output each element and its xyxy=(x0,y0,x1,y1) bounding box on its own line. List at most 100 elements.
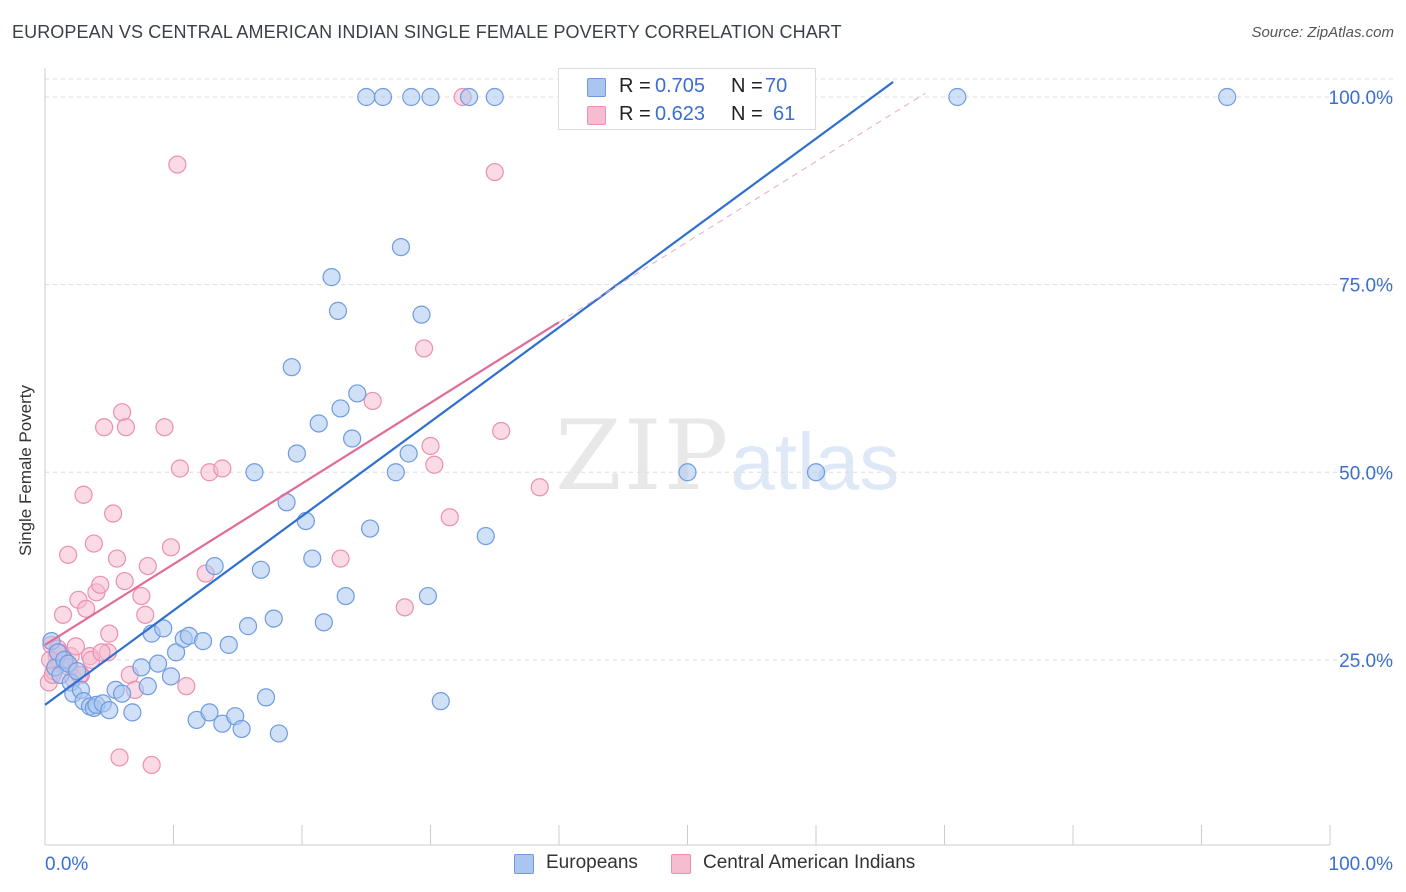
europeans-point xyxy=(343,429,362,448)
legend-row-europeans: R = 0.705 N = 70 xyxy=(559,73,815,101)
europeans-point xyxy=(386,463,405,482)
europeans-legend-label: Europeans xyxy=(546,852,638,873)
europeans-point xyxy=(948,87,967,107)
cai-point xyxy=(116,418,136,437)
europeans-point xyxy=(806,463,826,482)
europeans-point xyxy=(331,399,350,418)
europeans-point xyxy=(1218,87,1237,107)
europeans-point xyxy=(357,87,376,107)
cai-point xyxy=(213,459,232,478)
cai-point xyxy=(142,755,161,775)
cai-trend-extension xyxy=(558,92,926,323)
europeans-r-label: R = xyxy=(619,75,651,97)
source-label: Source: ZipAtlas.com xyxy=(1251,24,1394,41)
europeans-point xyxy=(373,87,393,107)
europeans-point xyxy=(485,87,504,107)
europeans-point xyxy=(412,305,431,324)
cai-point xyxy=(421,436,440,456)
cai-point xyxy=(425,455,444,474)
europeans-point xyxy=(431,692,450,711)
cai-point xyxy=(110,748,129,767)
cai-r-label: R = xyxy=(619,103,651,125)
watermark: ZIPatlas xyxy=(555,400,899,512)
cai-point xyxy=(530,478,549,497)
x-tick-label-max: 100.0% xyxy=(1329,854,1394,875)
correlation-legend: R = 0.705 N = 70 R = 0.623 N = 61 xyxy=(558,68,816,130)
cai-trend-line xyxy=(44,321,560,646)
europeans-point xyxy=(476,526,495,546)
cai-point xyxy=(53,605,73,624)
europeans-n-value: 70 xyxy=(765,75,788,97)
europeans-point xyxy=(154,619,173,638)
europeans-point xyxy=(418,586,438,606)
europeans-point xyxy=(328,301,348,320)
europeans-point xyxy=(264,609,283,628)
europeans-point xyxy=(282,358,301,377)
europeans-point xyxy=(309,414,328,433)
cai-point xyxy=(136,605,155,624)
y-tick-label: 75.0% xyxy=(1339,276,1393,297)
europeans-point xyxy=(402,87,421,107)
legend-row-cai: R = 0.623 N = 61 xyxy=(559,101,815,129)
cai-point xyxy=(161,538,181,557)
cai-point xyxy=(155,418,174,437)
cai-point xyxy=(440,508,459,527)
chart-title: EUROPEAN VS CENTRAL AMERICAN INDIAN SING… xyxy=(12,22,842,42)
europeans-point xyxy=(314,613,333,632)
europeans-point xyxy=(238,617,258,636)
cai-legend-label: Central American Indians xyxy=(703,852,916,873)
europeans-point xyxy=(296,511,315,531)
cai-point xyxy=(414,339,434,358)
europeans-point xyxy=(251,560,270,579)
europeans-legend-swatch xyxy=(514,854,534,874)
cai-point xyxy=(92,643,111,662)
europeans-point xyxy=(232,719,251,739)
cai-point xyxy=(138,556,157,576)
cai-point xyxy=(395,598,414,617)
europeans-point xyxy=(245,463,264,482)
cai-point xyxy=(107,549,127,568)
cai-point xyxy=(168,155,187,174)
cai-point xyxy=(112,403,132,422)
cai-swatch xyxy=(587,106,606,125)
y-tick-label: 25.0% xyxy=(1339,651,1393,672)
cai-point xyxy=(363,391,382,411)
europeans-point xyxy=(322,268,341,287)
watermark-atlas: atlas xyxy=(730,417,900,506)
cai-point xyxy=(170,459,190,478)
europeans-point xyxy=(68,662,87,681)
cai-point xyxy=(132,586,151,606)
cai-point xyxy=(177,677,196,696)
europeans-point xyxy=(219,635,238,654)
cai-n-label: N = xyxy=(731,103,763,125)
europeans-point xyxy=(205,556,224,576)
europeans-point xyxy=(678,463,697,482)
europeans-point xyxy=(256,688,276,707)
europeans-trend-line xyxy=(44,81,894,706)
europeans-point xyxy=(112,684,132,703)
europeans-point xyxy=(132,658,151,677)
cai-point xyxy=(115,571,134,591)
cai-point xyxy=(59,545,78,564)
cai-legend-swatch xyxy=(671,854,691,874)
cai-point xyxy=(91,575,110,594)
cai-point xyxy=(77,599,96,618)
y-tick-label: 50.0% xyxy=(1339,463,1393,484)
cai-point xyxy=(84,534,103,553)
europeans-point xyxy=(459,87,479,107)
europeans-point xyxy=(166,643,186,662)
europeans-point xyxy=(138,677,157,696)
europeans-point xyxy=(269,724,288,743)
cai-point xyxy=(104,504,123,523)
europeans-point xyxy=(193,632,213,651)
cai-point xyxy=(74,485,93,504)
x-tick-label-min: 0.0% xyxy=(45,854,88,875)
europeans-point xyxy=(200,703,219,722)
europeans-point xyxy=(361,519,380,538)
europeans-point xyxy=(161,667,181,686)
europeans-point xyxy=(123,703,142,722)
cai-point xyxy=(485,162,504,182)
cai-point xyxy=(331,549,350,568)
cai-point xyxy=(95,418,114,437)
